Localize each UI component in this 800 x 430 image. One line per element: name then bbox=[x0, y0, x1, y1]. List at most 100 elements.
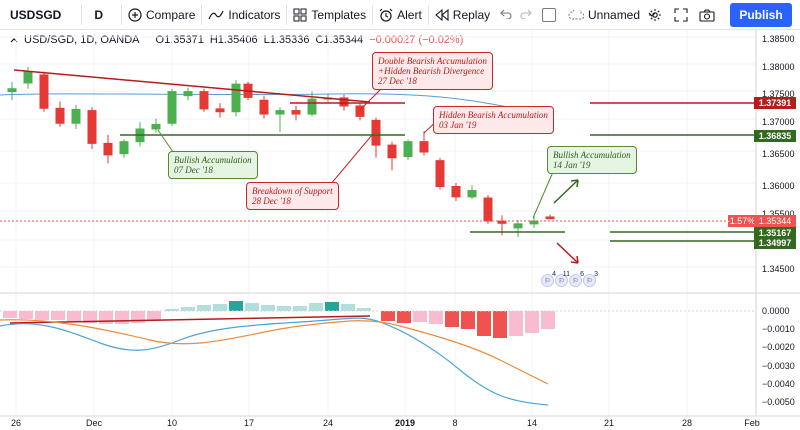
layout-name: Unnamed bbox=[588, 8, 641, 22]
redo-icon bbox=[520, 8, 532, 22]
macd-histogram-bar bbox=[357, 308, 371, 311]
callout-connector bbox=[532, 171, 554, 219]
candlestick bbox=[483, 197, 493, 222]
event-flag-icon[interactable]: ⚐ 6 bbox=[569, 271, 584, 287]
arrow-head bbox=[570, 179, 579, 188]
double-bearish-callout[interactable]: Double Bearish Accumulation +Hidden Bear… bbox=[372, 52, 493, 90]
oscillator-pane bbox=[0, 301, 756, 406]
macd-histogram-bar bbox=[325, 302, 339, 311]
candlestick bbox=[355, 105, 365, 117]
macd-histogram-bar bbox=[461, 311, 475, 329]
replay-icon bbox=[434, 8, 449, 21]
candlestick bbox=[275, 110, 285, 115]
candlestick bbox=[387, 144, 397, 159]
indicators-label: Indicators bbox=[228, 7, 281, 22]
redo-button[interactable] bbox=[516, 0, 536, 30]
symbol-label: USDSGD bbox=[10, 7, 62, 22]
undo-button[interactable] bbox=[496, 0, 516, 30]
layout-name-button[interactable]: Unnamed bbox=[568, 0, 656, 30]
price-chart[interactable] bbox=[0, 30, 800, 430]
macd-histogram-bar bbox=[165, 309, 179, 311]
price-axis-label: 1.38500 bbox=[762, 34, 795, 44]
macd-histogram-bar bbox=[445, 311, 459, 327]
settings-button[interactable] bbox=[648, 0, 662, 30]
candlestick bbox=[7, 88, 17, 93]
macd-histogram-bar bbox=[181, 307, 195, 311]
macd-histogram-bar bbox=[293, 306, 307, 311]
oscillator-axis-label: −0.0020 bbox=[762, 342, 795, 352]
callout-line: Double Bearish Accumulation bbox=[378, 56, 487, 66]
price-axis-label: 1.37000 bbox=[762, 117, 795, 127]
event-flag-icon[interactable]: ⚐ 3 bbox=[583, 271, 598, 287]
descending-trendline bbox=[13, 69, 371, 103]
time-axis-label: Dec bbox=[85, 418, 103, 428]
macd-histogram-bar bbox=[83, 311, 97, 323]
publish-label: Publish bbox=[739, 8, 783, 22]
bullish-arrow bbox=[553, 179, 579, 204]
price-axis-label: 1.34500 bbox=[762, 264, 795, 274]
candlestick bbox=[151, 123, 161, 130]
breakdown-support-callout[interactable]: Breakdown of Support 28 Dec '18 bbox=[246, 182, 339, 210]
toolbar-divider bbox=[427, 4, 429, 25]
fullscreen-button[interactable] bbox=[674, 0, 688, 30]
candlestick bbox=[87, 110, 97, 144]
callout-connector bbox=[157, 129, 176, 156]
compare-button[interactable]: Compare bbox=[122, 0, 201, 30]
oscillator-axis-label: 0.0000 bbox=[762, 306, 790, 316]
candlestick bbox=[71, 108, 81, 124]
publish-button[interactable]: Publish bbox=[730, 3, 792, 27]
macd-histogram-bar bbox=[51, 311, 65, 320]
candlestick bbox=[419, 141, 429, 153]
support-price-tag: 1.36835 bbox=[754, 130, 796, 142]
gear-icon bbox=[648, 8, 662, 22]
symbol-search[interactable]: USDSGD bbox=[0, 0, 81, 30]
price-axis-label: 1.35500 bbox=[762, 209, 795, 219]
price-axis-label: 1.38000 bbox=[762, 62, 795, 72]
interval-button[interactable]: D bbox=[82, 0, 121, 30]
event-flag-icon[interactable]: ⚐ 11 bbox=[555, 271, 570, 287]
callout-line: 27 Dec '18 bbox=[378, 76, 417, 86]
moving-average-line bbox=[0, 93, 541, 113]
toolbar-divider bbox=[81, 4, 83, 25]
price-axis-label: 1.37500 bbox=[762, 89, 795, 99]
candlestick bbox=[403, 141, 413, 158]
candlestick bbox=[259, 99, 269, 115]
macd-histogram-bar bbox=[477, 311, 491, 336]
oscillator-axis-label: −0.0010 bbox=[762, 324, 795, 334]
divergence-line bbox=[9, 315, 371, 324]
callout-line: Bullish Accumulation bbox=[553, 150, 631, 160]
macd-histogram-bar bbox=[229, 301, 243, 311]
time-axis-label: 10 bbox=[166, 418, 178, 428]
toolbar-divider bbox=[372, 4, 374, 25]
compare-label: Compare bbox=[146, 7, 196, 22]
candlestick bbox=[497, 220, 507, 224]
support-price-tag: 1.34997 bbox=[754, 237, 796, 249]
templates-button[interactable]: Templates bbox=[287, 0, 372, 30]
toolbar-divider bbox=[121, 4, 123, 25]
time-axis-label: Feb bbox=[744, 418, 760, 428]
time-axis-label: 8 bbox=[452, 418, 458, 428]
alert-button[interactable]: Alert bbox=[373, 0, 428, 30]
signal-line bbox=[0, 319, 549, 385]
candlestick bbox=[23, 71, 33, 84]
replay-button[interactable]: Replay bbox=[429, 0, 496, 30]
macd-histogram-bar bbox=[245, 303, 259, 311]
macd-histogram-bar bbox=[309, 303, 323, 311]
bullish-accumulation-dec-callout[interactable]: Bullish Accumulation 07 Dec '18 bbox=[168, 151, 258, 179]
candlestick bbox=[339, 97, 349, 107]
event-flag-icon[interactable]: ⚐ 4 bbox=[541, 271, 556, 287]
bullish-accumulation-jan-callout[interactable]: Bullish Accumulation 14 Jan '19 bbox=[547, 146, 637, 174]
snapshot-button[interactable] bbox=[699, 0, 715, 30]
indicators-button[interactable]: Indicators bbox=[202, 0, 286, 30]
macd-histogram-bar bbox=[3, 311, 17, 318]
layout-toggle-checkbox[interactable] bbox=[542, 0, 556, 30]
time-axis-label: 21 bbox=[603, 418, 615, 428]
callout-line: 28 Dec '18 bbox=[252, 196, 291, 206]
hidden-bearish-callout[interactable]: Hidden Bearish Accumulation 03 Jan '19 bbox=[433, 106, 554, 134]
resistance-price-tag: 1.37391 bbox=[754, 97, 796, 109]
macd-histogram-bar bbox=[413, 311, 427, 322]
candlestick bbox=[183, 91, 193, 97]
candlestick bbox=[231, 83, 241, 113]
macd-histogram-bar bbox=[213, 304, 227, 311]
macd-histogram-bar bbox=[341, 304, 355, 311]
